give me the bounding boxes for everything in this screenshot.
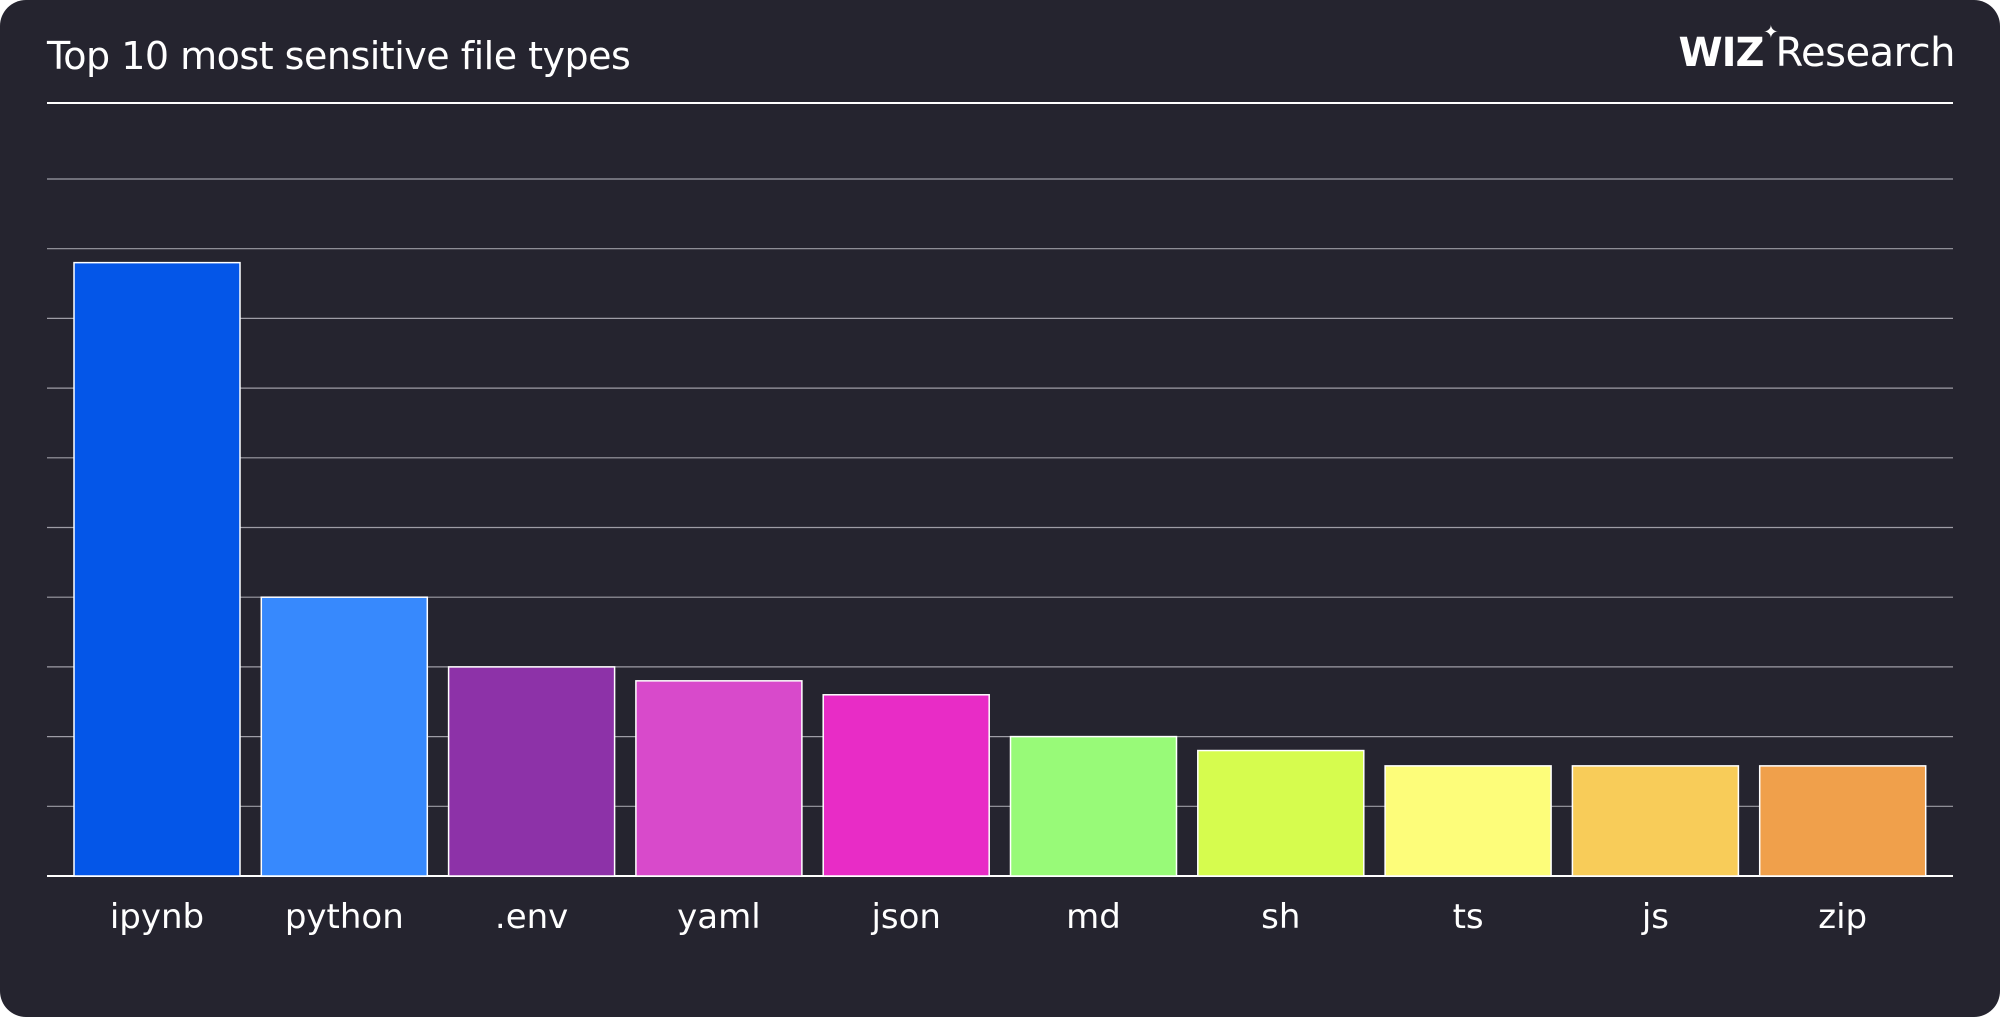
x-tick-label: yaml	[677, 897, 761, 937]
x-tick-label: json	[870, 897, 941, 937]
bar-env	[447, 666, 616, 877]
wiz-research-logo: WIZ ✦ Research	[1678, 22, 1956, 77]
x-tick-label: js	[1641, 897, 1669, 937]
brand-research: Research	[1775, 30, 1956, 76]
x-tick-label: .env	[495, 897, 568, 937]
bars	[73, 261, 1927, 877]
x-tick-label: zip	[1818, 897, 1867, 937]
bar-sh	[1197, 749, 1365, 877]
bar-ipynb	[73, 261, 241, 877]
brand-wiz: WIZ ✦	[1678, 22, 1779, 77]
sparkle-icon: ✦	[1763, 22, 1778, 43]
x-tick-labels: ipynb python .env yaml json md sh ts js zip	[110, 897, 1867, 937]
bar-yaml	[635, 680, 803, 877]
x-tick-label: sh	[1261, 897, 1300, 937]
bar-js	[1571, 765, 1740, 877]
title-divider	[47, 102, 1953, 104]
x-tick-label: md	[1066, 897, 1121, 937]
bar-json	[822, 694, 990, 877]
bar-python	[260, 596, 429, 877]
x-tick-label: python	[285, 897, 404, 937]
x-tick-label: ts	[1453, 897, 1484, 937]
bar-ts	[1384, 765, 1552, 877]
chart-title: Top 10 most sensitive file types	[47, 34, 631, 78]
x-tick-label: ipynb	[110, 897, 204, 937]
bar-md	[1009, 735, 1178, 877]
bar-zip	[1758, 765, 1927, 877]
